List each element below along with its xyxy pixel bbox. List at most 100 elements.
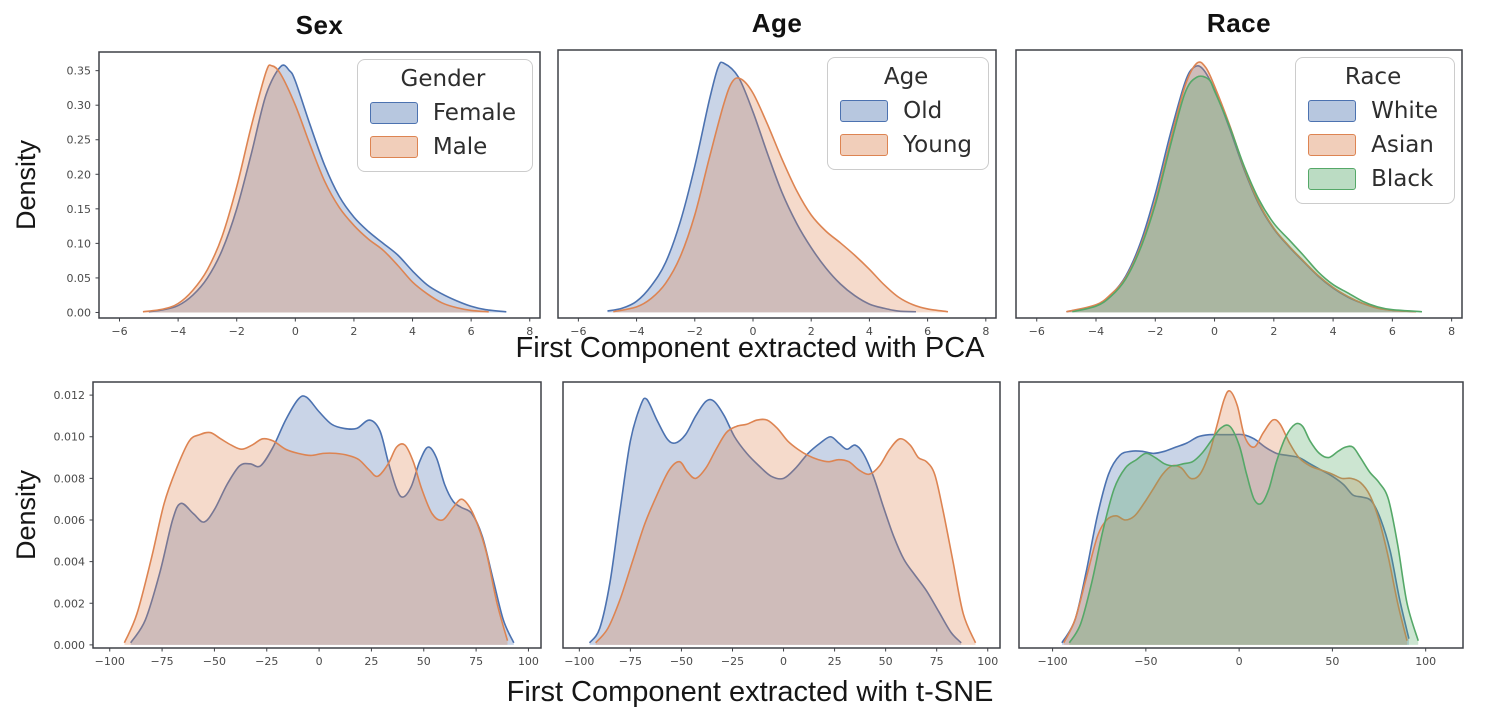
- y-tick-label: 0.012: [54, 389, 86, 402]
- y-tick-label: 0.00: [67, 306, 92, 319]
- density-line-black: [1068, 422, 1419, 644]
- x-tick-label: −50: [203, 655, 226, 668]
- y-tick-label: 0.05: [67, 272, 92, 285]
- kde-plot-tsne-race: −100 −50 0 50 100: [1018, 381, 1464, 668]
- y-axis-label-density-tsne: Density: [11, 469, 41, 561]
- legend-label: Young: [903, 132, 972, 158]
- axes-frame: [562, 381, 1001, 649]
- x-tick-label: 0: [749, 325, 756, 338]
- density-line-asian: [1063, 389, 1408, 644]
- x-tick-label: 8: [526, 325, 533, 338]
- y-tick-label: 0.000: [54, 639, 86, 652]
- y-tick-label: 0.010: [54, 431, 86, 444]
- x-tick-label: 75: [469, 655, 483, 668]
- y-tick-label: 0.15: [67, 203, 92, 216]
- column-title-sex: Sex: [295, 10, 344, 40]
- x-tick-label: −4: [1088, 325, 1104, 338]
- x-tick-label: 50: [417, 655, 431, 668]
- x-tick-label: 0: [780, 655, 787, 668]
- y-tick-label: 0.10: [67, 237, 92, 250]
- legend-title: Gender: [400, 66, 486, 92]
- legend-entry-old: Old: [840, 98, 972, 124]
- column-title-age: Age: [751, 8, 803, 38]
- density-area-old: [607, 62, 916, 313]
- y-tick-label: 0.25: [67, 134, 92, 147]
- legend-label: Old: [903, 98, 943, 124]
- x-tick-label: 4: [409, 325, 416, 338]
- legend-swatch-asian: [1308, 134, 1357, 156]
- x-tick-label: 0: [316, 655, 323, 668]
- y-tick-label: 0.35: [67, 65, 92, 78]
- density-area-young: [613, 77, 948, 313]
- x-tick-label: −25: [255, 655, 278, 668]
- x-tick-label: −50: [1134, 655, 1157, 668]
- axes-frame: [1018, 381, 1464, 649]
- x-tick-label: −2: [229, 325, 245, 338]
- density-line-white: [1061, 433, 1410, 644]
- density-area-white: [1066, 65, 1417, 313]
- density-area-white: [1061, 434, 1409, 645]
- x-tick-label: 25: [364, 655, 378, 668]
- x-tick-label: 100: [1415, 655, 1436, 668]
- density-area-old: [589, 398, 962, 645]
- legend-label: Black: [1371, 166, 1434, 192]
- density-line-black: [1072, 75, 1423, 313]
- kde-plot-tsne-sex: −100 −75 −50 −25 0 25 50 75 100 0.000 0.002 0.004 0.…: [54, 381, 542, 668]
- x-tick-label: 2: [1270, 325, 1277, 338]
- x-tick-label: 4: [866, 325, 873, 338]
- density-line-male: [142, 64, 489, 313]
- x-tick-label: 50: [879, 655, 893, 668]
- x-tick-label: −100: [564, 655, 594, 668]
- density-area-asian: [1066, 62, 1417, 313]
- legend-entry-female: Female: [369, 100, 516, 126]
- density-line-female: [148, 64, 507, 313]
- caption-tsne: First Component extracted with t-SNE: [506, 676, 994, 708]
- x-tick-label: −75: [619, 655, 642, 668]
- x-tick-label: −4: [170, 325, 186, 338]
- x-tick-label: 8: [1448, 325, 1455, 338]
- x-tick-label: −50: [670, 655, 693, 668]
- density-line-old: [607, 61, 917, 313]
- x-tick-label: 100: [518, 655, 539, 668]
- x-tick-label: 6: [924, 325, 931, 338]
- y-tick-label: 0.30: [67, 99, 92, 112]
- legend-swatch-black: [1308, 168, 1357, 190]
- density-area-male: [142, 64, 489, 313]
- density-area-black: [1069, 423, 1419, 645]
- x-tick-label: 25: [828, 655, 842, 668]
- density-area-black: [1072, 76, 1422, 313]
- x-tick-label: −2: [1147, 325, 1163, 338]
- x-tick-label: −2: [687, 325, 703, 338]
- density-line-young: [613, 77, 949, 313]
- legend-entry-young: Young: [840, 132, 972, 158]
- density-line-young: [595, 418, 977, 644]
- x-tick-label: 2: [350, 325, 357, 338]
- legend-label: Asian: [1371, 132, 1434, 158]
- axes-frame: [92, 381, 542, 649]
- x-tick-label: 2: [808, 325, 815, 338]
- legend-title: Age: [883, 64, 929, 90]
- legend-entry-black: Black: [1308, 166, 1438, 192]
- density-line-old: [588, 397, 962, 644]
- density-line-male: [123, 431, 509, 644]
- legend-swatch-female: [369, 102, 418, 124]
- legend-title: Race: [1344, 64, 1402, 90]
- legend-pca-sex: Gender Female Male: [356, 59, 533, 172]
- x-tick-label: 50: [1325, 655, 1339, 668]
- density-line-female: [130, 395, 515, 644]
- legend-entry-male: Male: [369, 134, 516, 160]
- legend-swatch-male: [369, 136, 418, 158]
- density-area-female: [130, 395, 514, 645]
- legend-pca-age: Age Old Young: [827, 57, 989, 170]
- y-tick-label: 0.20: [67, 168, 92, 181]
- x-tick-label: 0: [1211, 325, 1218, 338]
- x-tick-label: −6: [111, 325, 127, 338]
- legend-entry-white: White: [1308, 98, 1438, 124]
- x-tick-label: −6: [570, 325, 586, 338]
- legend-swatch-old: [840, 100, 889, 122]
- kde-plot-tsne-age: −100 −75 −50 −25 0 25 50 75 100: [562, 381, 1001, 668]
- x-tick-label: 4: [1330, 325, 1337, 338]
- x-tick-label: −6: [1029, 325, 1045, 338]
- x-tick-label: −25: [721, 655, 744, 668]
